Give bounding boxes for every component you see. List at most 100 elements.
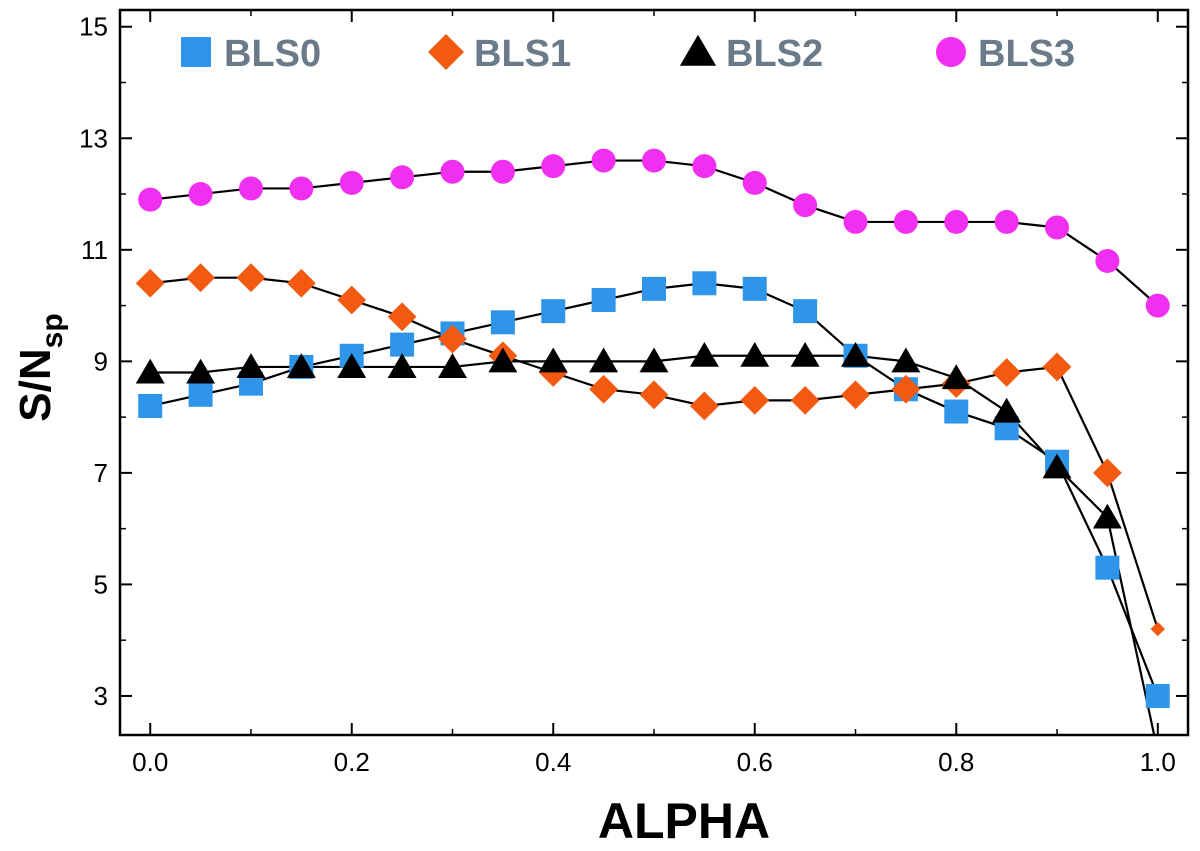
y-tick-label: 3 [94, 681, 108, 711]
data-point-bls1 [689, 391, 719, 421]
x-tick-label: 0.0 [132, 747, 168, 777]
data-point-bls0 [1145, 683, 1170, 708]
data-point-bls2 [790, 341, 820, 367]
data-point-bls2 [589, 347, 619, 373]
data-point-bls1 [589, 374, 619, 404]
y-tick-label: 9 [94, 346, 108, 376]
data-point-bls3 [994, 209, 1019, 234]
data-point-bls0 [793, 299, 818, 324]
data-point-bls0 [188, 382, 213, 407]
data-point-bls1 [337, 285, 367, 315]
data-point-bls3 [793, 193, 818, 218]
data-point-bls3 [188, 182, 213, 207]
series-markers-bls1 [135, 263, 1165, 637]
data-point-bls1 [740, 385, 770, 415]
axes: 0.0 0.2 0.4 0.6 0.8 1.0 3 5 7 9 11 13 15 [79, 10, 1188, 777]
data-point-bls0 [742, 276, 767, 301]
data-point-bls3 [692, 154, 717, 179]
legend-item-bls2: BLS2 [679, 33, 823, 75]
data-point-bls0 [1095, 555, 1120, 580]
data-point-bls2 [286, 353, 316, 378]
data-point-bls3 [138, 187, 163, 212]
data-point-bls2 [841, 341, 870, 367]
data-point-bls1 [1150, 621, 1165, 637]
data-point-bls3 [944, 209, 969, 234]
data-point-bls2 [337, 353, 367, 378]
data-point-bls3 [490, 159, 515, 184]
legend-marker-bls0 [181, 37, 211, 67]
data-point-bls3 [238, 176, 263, 201]
plot-area [135, 148, 1170, 735]
data-point-bls2 [538, 347, 568, 373]
legend-item-bls1: BLS1 [428, 33, 571, 75]
data-point-bls3 [843, 209, 868, 234]
y-tick-label: 5 [94, 569, 108, 599]
series-markers-bls2 [135, 341, 1122, 529]
x-tick-label: 0.2 [334, 747, 370, 777]
legend-label-bls1: BLS1 [474, 33, 571, 75]
legend: BLS0 BLS1 BLS2 BLS3 [181, 33, 1075, 75]
data-point-bls1 [639, 380, 669, 410]
data-point-bls0 [490, 310, 515, 335]
data-clip-group [135, 148, 1170, 735]
data-point-bls3 [1095, 248, 1120, 273]
data-point-bls1 [790, 385, 820, 415]
data-point-bls3 [289, 176, 314, 201]
data-point-bls1 [135, 268, 165, 298]
legend-label-bls0: BLS0 [224, 33, 321, 75]
data-point-bls2 [740, 341, 770, 367]
data-point-bls1 [236, 263, 266, 293]
data-point-bls0 [138, 393, 163, 418]
y-tick-label: 15 [79, 12, 108, 42]
data-point-bls1 [992, 358, 1022, 387]
y-axis-title-main: S/N [11, 348, 60, 421]
data-point-bls0 [692, 271, 717, 296]
data-point-bls2 [1092, 503, 1122, 529]
data-point-bls2 [236, 353, 266, 378]
data-point-bls3 [440, 159, 465, 184]
data-point-bls3 [339, 170, 364, 195]
legend-marker-bls1 [428, 34, 464, 70]
data-point-bls2 [1042, 453, 1072, 479]
legend-item-bls3: BLS3 [936, 33, 1075, 75]
data-point-bls2 [639, 347, 669, 373]
y-tick-label: 7 [94, 458, 108, 488]
data-point-bls2 [891, 347, 921, 373]
legend-label-bls3: BLS3 [978, 33, 1075, 75]
series-line-bls1 [150, 276, 1159, 630]
series-markers-bls0 [138, 271, 1170, 708]
data-point-bls1 [891, 374, 921, 404]
data-point-bls1 [186, 263, 216, 293]
data-point-bls0 [642, 276, 666, 301]
plot-frame [118, 8, 1190, 737]
data-point-bls2 [992, 397, 1022, 423]
series-markers-bls3 [138, 148, 1170, 318]
y-axis-title-subscript: sp [36, 313, 69, 348]
y-tick-label: 11 [81, 235, 108, 265]
data-point-bls3 [742, 170, 767, 195]
series-line-bls0 [149, 282, 1159, 697]
data-point-bls0 [390, 332, 415, 357]
data-point-bls0 [541, 299, 566, 324]
x-axis-title: ALPHA [598, 793, 770, 849]
data-point-bls3 [591, 148, 616, 173]
data-point-bls3 [1045, 215, 1070, 240]
data-point-bls1 [841, 380, 870, 410]
data-point-bls0 [944, 399, 969, 424]
y-tick-label: 13 [79, 123, 108, 153]
data-point-bls3 [390, 165, 415, 190]
legend-marker-bls2 [679, 34, 717, 66]
legend-marker-bls3 [936, 37, 966, 67]
data-point-bls1 [387, 302, 417, 332]
data-point-bls2 [186, 358, 216, 384]
x-tick-label: 0.4 [535, 747, 571, 777]
data-point-bls3 [1145, 293, 1170, 318]
data-point-bls1 [286, 268, 316, 298]
data-point-bls2 [387, 353, 417, 378]
data-point-bls3 [541, 154, 566, 179]
data-point-bls2 [438, 353, 467, 378]
x-tick-label: 1.0 [1140, 747, 1176, 777]
x-tick-label: 0.6 [737, 747, 773, 777]
data-point-bls2 [941, 364, 971, 390]
